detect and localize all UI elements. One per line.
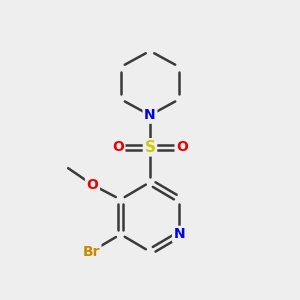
- Text: Br: Br: [82, 245, 100, 259]
- Text: S: S: [145, 140, 155, 155]
- Text: N: N: [174, 227, 185, 241]
- Text: O: O: [176, 140, 188, 154]
- Text: O: O: [86, 178, 98, 192]
- Text: O: O: [112, 140, 124, 154]
- Text: N: N: [144, 108, 156, 122]
